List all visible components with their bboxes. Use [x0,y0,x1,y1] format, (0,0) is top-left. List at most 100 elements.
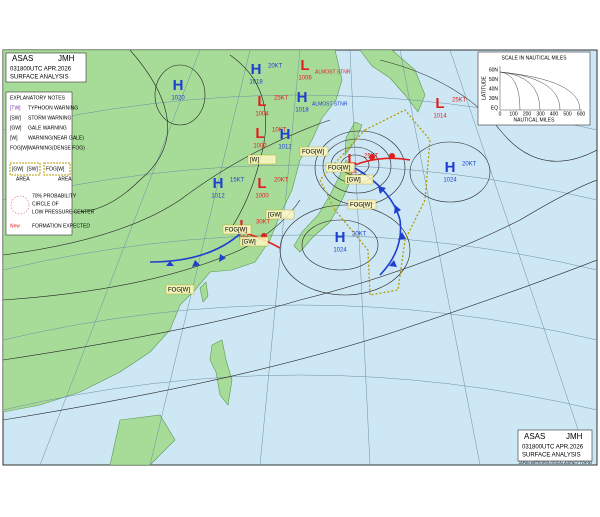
isobars [3,50,597,421]
japan [293,159,353,253]
probability-line: CIRCLE OF [32,201,59,207]
pressure-value: 1024 [333,248,347,254]
pressure-system: L [255,125,264,142]
scale-y-tick: EQ [491,105,498,111]
warning-label: FOG[W] [225,228,247,234]
pressure-system: L [257,175,266,192]
movement-speed: 10KT [272,128,287,134]
fog-code: FOG[W] [46,166,65,172]
agency: ASAS [12,54,33,63]
pressure-system: H [297,89,308,106]
pressure-value: 1024 [443,178,457,184]
scale-y-tick: 50N [489,77,499,83]
scale-y-tick: 60N [489,67,499,73]
movement-speed: 20KT [352,232,367,238]
pressure-value: 1018 [295,108,309,114]
warning-label: [GW] [268,213,282,219]
warning-box [299,146,329,157]
header-box: ASAS JMH 031800UTC APR.2026 SURFACE ANAL… [5,52,87,83]
station: JMH [58,54,75,63]
legend-title: EXPLANATORY NOTES [10,95,66,101]
movement-speed: 25KT [364,154,379,160]
warning-box [265,209,295,220]
datetime: 031800UTC APR.2026 [10,67,72,73]
pressure-system: H [335,229,346,246]
warning-label: [GW] [347,178,361,184]
pressure-value: 1012 [278,145,292,151]
pressure-system: H [173,77,184,94]
probability-line: LOW PRESSURE CENTER [32,209,95,215]
cold-front [149,231,243,263]
graticule [3,50,597,465]
legend-code: [SW] [10,115,21,121]
warning-label: FOG[W] [328,166,350,172]
legend-label: GALE WARNING [28,125,67,131]
scale-box: SCALE IN NAUTICAL MILES LATITUDE NAUTICA… [477,51,591,126]
map-body [3,50,597,465]
pressure-value: 1014 [433,114,447,120]
scale-x-tick: 0 [499,111,502,117]
movement-speed: 20KT [274,178,289,184]
scale-x-tick: 300 [536,111,545,117]
scale-x-tick: 400 [550,111,559,117]
footer-box: ASAS JMH 031800UTC APR.2026 SURFACE ANAL… [517,429,593,462]
warning-box [247,154,277,165]
movement-note: ALMOST STNR [315,69,351,75]
warning-label: FOG[W] [302,150,324,156]
pressure-system: L [257,93,266,110]
legend-label: WARNING(NEAR GALE) [28,135,84,141]
legend-code: [GW] [10,125,22,131]
warning-box [347,199,377,210]
borneo [109,414,176,465]
pressure-value: 1020 [171,96,185,102]
legend-label: TYPHOON WARNING [28,105,78,111]
cold-front [354,167,402,276]
scale-x-tick: 500 [563,111,572,117]
legend-label: STORM WARNING [28,115,71,121]
movement-speed: 15KT [230,178,245,184]
pressure-value: 1004 [255,112,269,118]
warning-box [165,284,195,295]
pressure-value: 1002 [253,144,267,150]
legend-code: FOG[W] [10,145,29,151]
pressure-value: 1018 [249,80,263,86]
fog-area-label: AREA [58,176,72,182]
new-label: FORMATION EXPECTED [32,223,90,229]
scale-x-tick: 200 [523,111,532,117]
movement-speed: 25KT [274,96,289,102]
footer: JAPAN METEOROLOGICAL AGENCY TOKYO [519,461,593,465]
continent [3,50,343,413]
scale-x-label: NAUTICAL MILES [514,117,556,123]
legend-code: [TW] [10,105,21,111]
area-code: [SW] [27,166,38,172]
warning-label: FOG[W] [168,288,190,294]
warning-label: FOG[W] [350,203,372,209]
scale-y-tick: 30N [489,96,499,102]
title: SURFACE ANALYSIS [10,75,69,81]
scale-x-tick: 600 [577,111,586,117]
pressure-system: H [445,159,456,176]
scale-y-label: LATITUDE [481,75,487,99]
pressure-value: 1000 [255,194,269,200]
scale-title: SCALE IN NAUTICAL MILES [501,55,567,61]
warning-box [222,224,252,235]
movement-speed: 20KT [462,162,477,168]
probability-line: 70% PROBABILITY [32,193,77,199]
philippines [209,339,233,406]
warning-box [325,162,355,173]
legend: EXPLANATORY NOTES [GW] [SW] AREA FOG[W] … [5,91,95,236]
pressure-system: L [347,151,356,168]
warning-label: [W] [250,158,259,164]
movement-speed: 20KT [268,64,283,70]
taiwan [199,281,209,303]
pressure-value: 984 [347,170,358,176]
title: SURFACE ANALYSIS [522,453,581,459]
movement-speed: 30KT [256,220,271,226]
legend-label: WARNING(DENSE FOG) [28,145,85,151]
movement-speed: 25KT [452,98,467,104]
pressure-system: H [280,126,291,143]
datetime: 031800UTC APR.2026 [522,445,584,451]
warm-front [354,157,411,166]
